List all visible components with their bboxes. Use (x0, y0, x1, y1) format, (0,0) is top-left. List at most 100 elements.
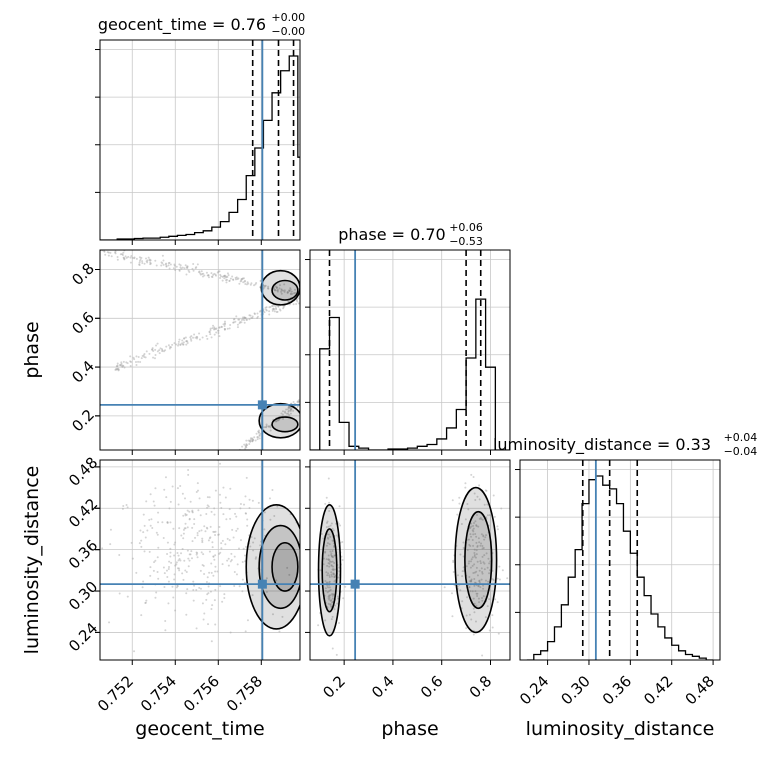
scatter-point (138, 542, 141, 545)
scatter-point (190, 339, 193, 342)
scatter-point (466, 596, 469, 599)
scatter-point (327, 554, 330, 557)
scatter-point (209, 590, 212, 593)
scatter-point (265, 590, 268, 593)
scatter-point (224, 543, 227, 546)
scatter-point (154, 348, 157, 351)
scatter-point (483, 562, 486, 565)
scatter-point (280, 288, 283, 291)
scatter-point (275, 420, 278, 423)
scatter-point (492, 579, 495, 582)
scatter-point (122, 256, 125, 259)
scatter-point (169, 547, 172, 550)
scatter-point (201, 541, 204, 544)
scatter-point (145, 257, 148, 260)
scatter-point (272, 307, 275, 310)
scatter-point (468, 613, 471, 616)
scatter-point (333, 608, 336, 611)
scatter-point (250, 282, 253, 285)
scatter-point (154, 354, 157, 357)
scatter-point (487, 580, 490, 583)
scatter-point (496, 601, 499, 604)
x-axis-label-luminosity_distance: luminosity_distance (526, 718, 715, 740)
scatter-point (149, 574, 152, 577)
scatter-point (108, 621, 111, 624)
scatter-point (249, 440, 252, 443)
scatter-point (133, 650, 136, 653)
scatter-point (172, 596, 175, 599)
scatter-point (211, 604, 214, 607)
x-tick-label: 0.2 (319, 672, 349, 702)
scatter-point (294, 291, 297, 294)
scatter-point (198, 530, 201, 533)
axes-frame (99, 39, 301, 241)
scatter-point (157, 511, 160, 514)
scatter-point (481, 572, 484, 575)
scatter-point (265, 426, 268, 429)
scatter-point (110, 248, 112, 250)
scatter-point (212, 574, 215, 577)
scatter-point (229, 631, 232, 634)
scatter-point (276, 290, 279, 293)
scatter-point (162, 263, 165, 266)
scatter-point (229, 517, 232, 520)
scatter-point (280, 412, 283, 415)
scatter-point (246, 281, 249, 284)
scatter-point (289, 406, 292, 409)
scatter-point (243, 316, 246, 319)
scatter-point (116, 258, 119, 261)
scatter-point (488, 598, 491, 601)
scatter-point (187, 565, 190, 568)
scatter-point (263, 311, 266, 314)
x-tick-label: 0.4 (368, 672, 398, 702)
scatter-point (326, 564, 329, 567)
scatter-point (264, 285, 267, 288)
scatter-point (169, 346, 172, 349)
scatter-point (330, 599, 333, 602)
scatter-point (486, 514, 489, 517)
scatter-point (210, 640, 213, 643)
scatter-point (257, 501, 260, 504)
scatter-point (326, 520, 329, 523)
scatter-point (117, 367, 120, 370)
scatter-point (238, 282, 241, 285)
scatter-point (263, 426, 266, 429)
scatter-point (219, 277, 222, 280)
scatter-point (118, 364, 121, 367)
scatter-point (200, 529, 203, 532)
scatter-point (242, 547, 245, 550)
scatter-point (331, 539, 334, 542)
scatter-point (135, 363, 138, 366)
contour-level (271, 416, 299, 433)
scatter-point (214, 623, 217, 626)
scatter-point (229, 277, 232, 280)
scatter-point (178, 569, 181, 572)
scatter-point (157, 546, 160, 549)
scatter-point (183, 337, 186, 340)
scatter-point (169, 555, 172, 558)
scatter-point (235, 573, 238, 576)
scatter-point (470, 473, 473, 476)
scatter-point (478, 541, 481, 544)
scatter-point (185, 273, 188, 276)
scatter-point (473, 551, 476, 554)
scatter-point (331, 568, 334, 571)
scatter-point (478, 569, 481, 572)
scatter-point (203, 612, 206, 615)
scatter-point (248, 443, 251, 446)
contour-level (317, 504, 342, 637)
scatter-point (220, 275, 223, 278)
scatter-point (297, 297, 300, 300)
scatter-point (482, 595, 485, 598)
scatter-point (475, 604, 478, 607)
scatter-point (228, 279, 231, 282)
scatter-point (122, 505, 125, 508)
scatter-point (220, 506, 223, 509)
scatter-point (252, 541, 255, 544)
scatter-point (465, 627, 468, 630)
scatter-point (461, 570, 464, 573)
scatter-point (331, 555, 334, 558)
scatter-point (474, 590, 477, 593)
scatter-point (135, 355, 138, 358)
scatter-point (325, 496, 328, 499)
